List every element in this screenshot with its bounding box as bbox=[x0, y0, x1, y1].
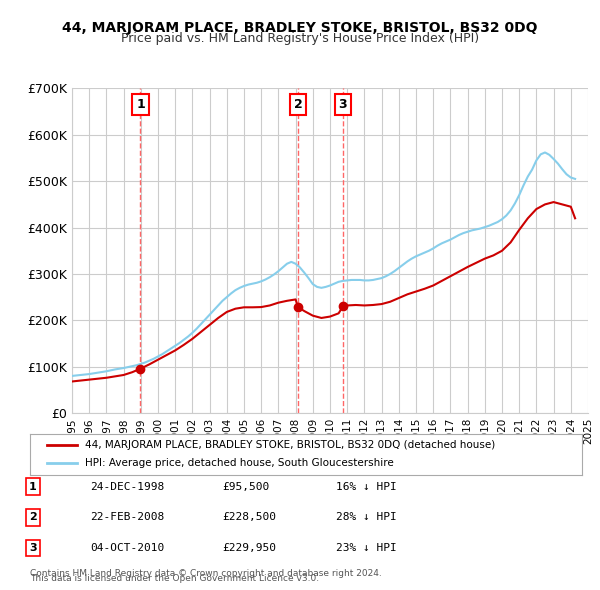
Text: 1: 1 bbox=[29, 482, 37, 491]
Text: 2: 2 bbox=[29, 513, 37, 522]
Text: 23% ↓ HPI: 23% ↓ HPI bbox=[336, 543, 397, 553]
Text: £228,500: £228,500 bbox=[222, 513, 276, 522]
Text: This data is licensed under the Open Government Licence v3.0.: This data is licensed under the Open Gov… bbox=[30, 574, 319, 583]
Text: 3: 3 bbox=[29, 543, 37, 553]
Text: 04-OCT-2010: 04-OCT-2010 bbox=[90, 543, 164, 553]
Text: 22-FEB-2008: 22-FEB-2008 bbox=[90, 513, 164, 522]
Text: 1: 1 bbox=[136, 98, 145, 112]
Text: 44, MARJORAM PLACE, BRADLEY STOKE, BRISTOL, BS32 0DQ: 44, MARJORAM PLACE, BRADLEY STOKE, BRIST… bbox=[62, 21, 538, 35]
Text: 28% ↓ HPI: 28% ↓ HPI bbox=[336, 513, 397, 522]
Text: Contains HM Land Registry data © Crown copyright and database right 2024.: Contains HM Land Registry data © Crown c… bbox=[30, 569, 382, 578]
Text: Price paid vs. HM Land Registry's House Price Index (HPI): Price paid vs. HM Land Registry's House … bbox=[121, 32, 479, 45]
Text: 44, MARJORAM PLACE, BRADLEY STOKE, BRISTOL, BS32 0DQ (detached house): 44, MARJORAM PLACE, BRADLEY STOKE, BRIST… bbox=[85, 440, 496, 450]
Text: £95,500: £95,500 bbox=[222, 482, 269, 491]
Text: HPI: Average price, detached house, South Gloucestershire: HPI: Average price, detached house, Sout… bbox=[85, 458, 394, 468]
Text: 16% ↓ HPI: 16% ↓ HPI bbox=[336, 482, 397, 491]
Text: 3: 3 bbox=[338, 98, 347, 112]
Text: 2: 2 bbox=[293, 98, 302, 112]
Text: 24-DEC-1998: 24-DEC-1998 bbox=[90, 482, 164, 491]
Text: £229,950: £229,950 bbox=[222, 543, 276, 553]
